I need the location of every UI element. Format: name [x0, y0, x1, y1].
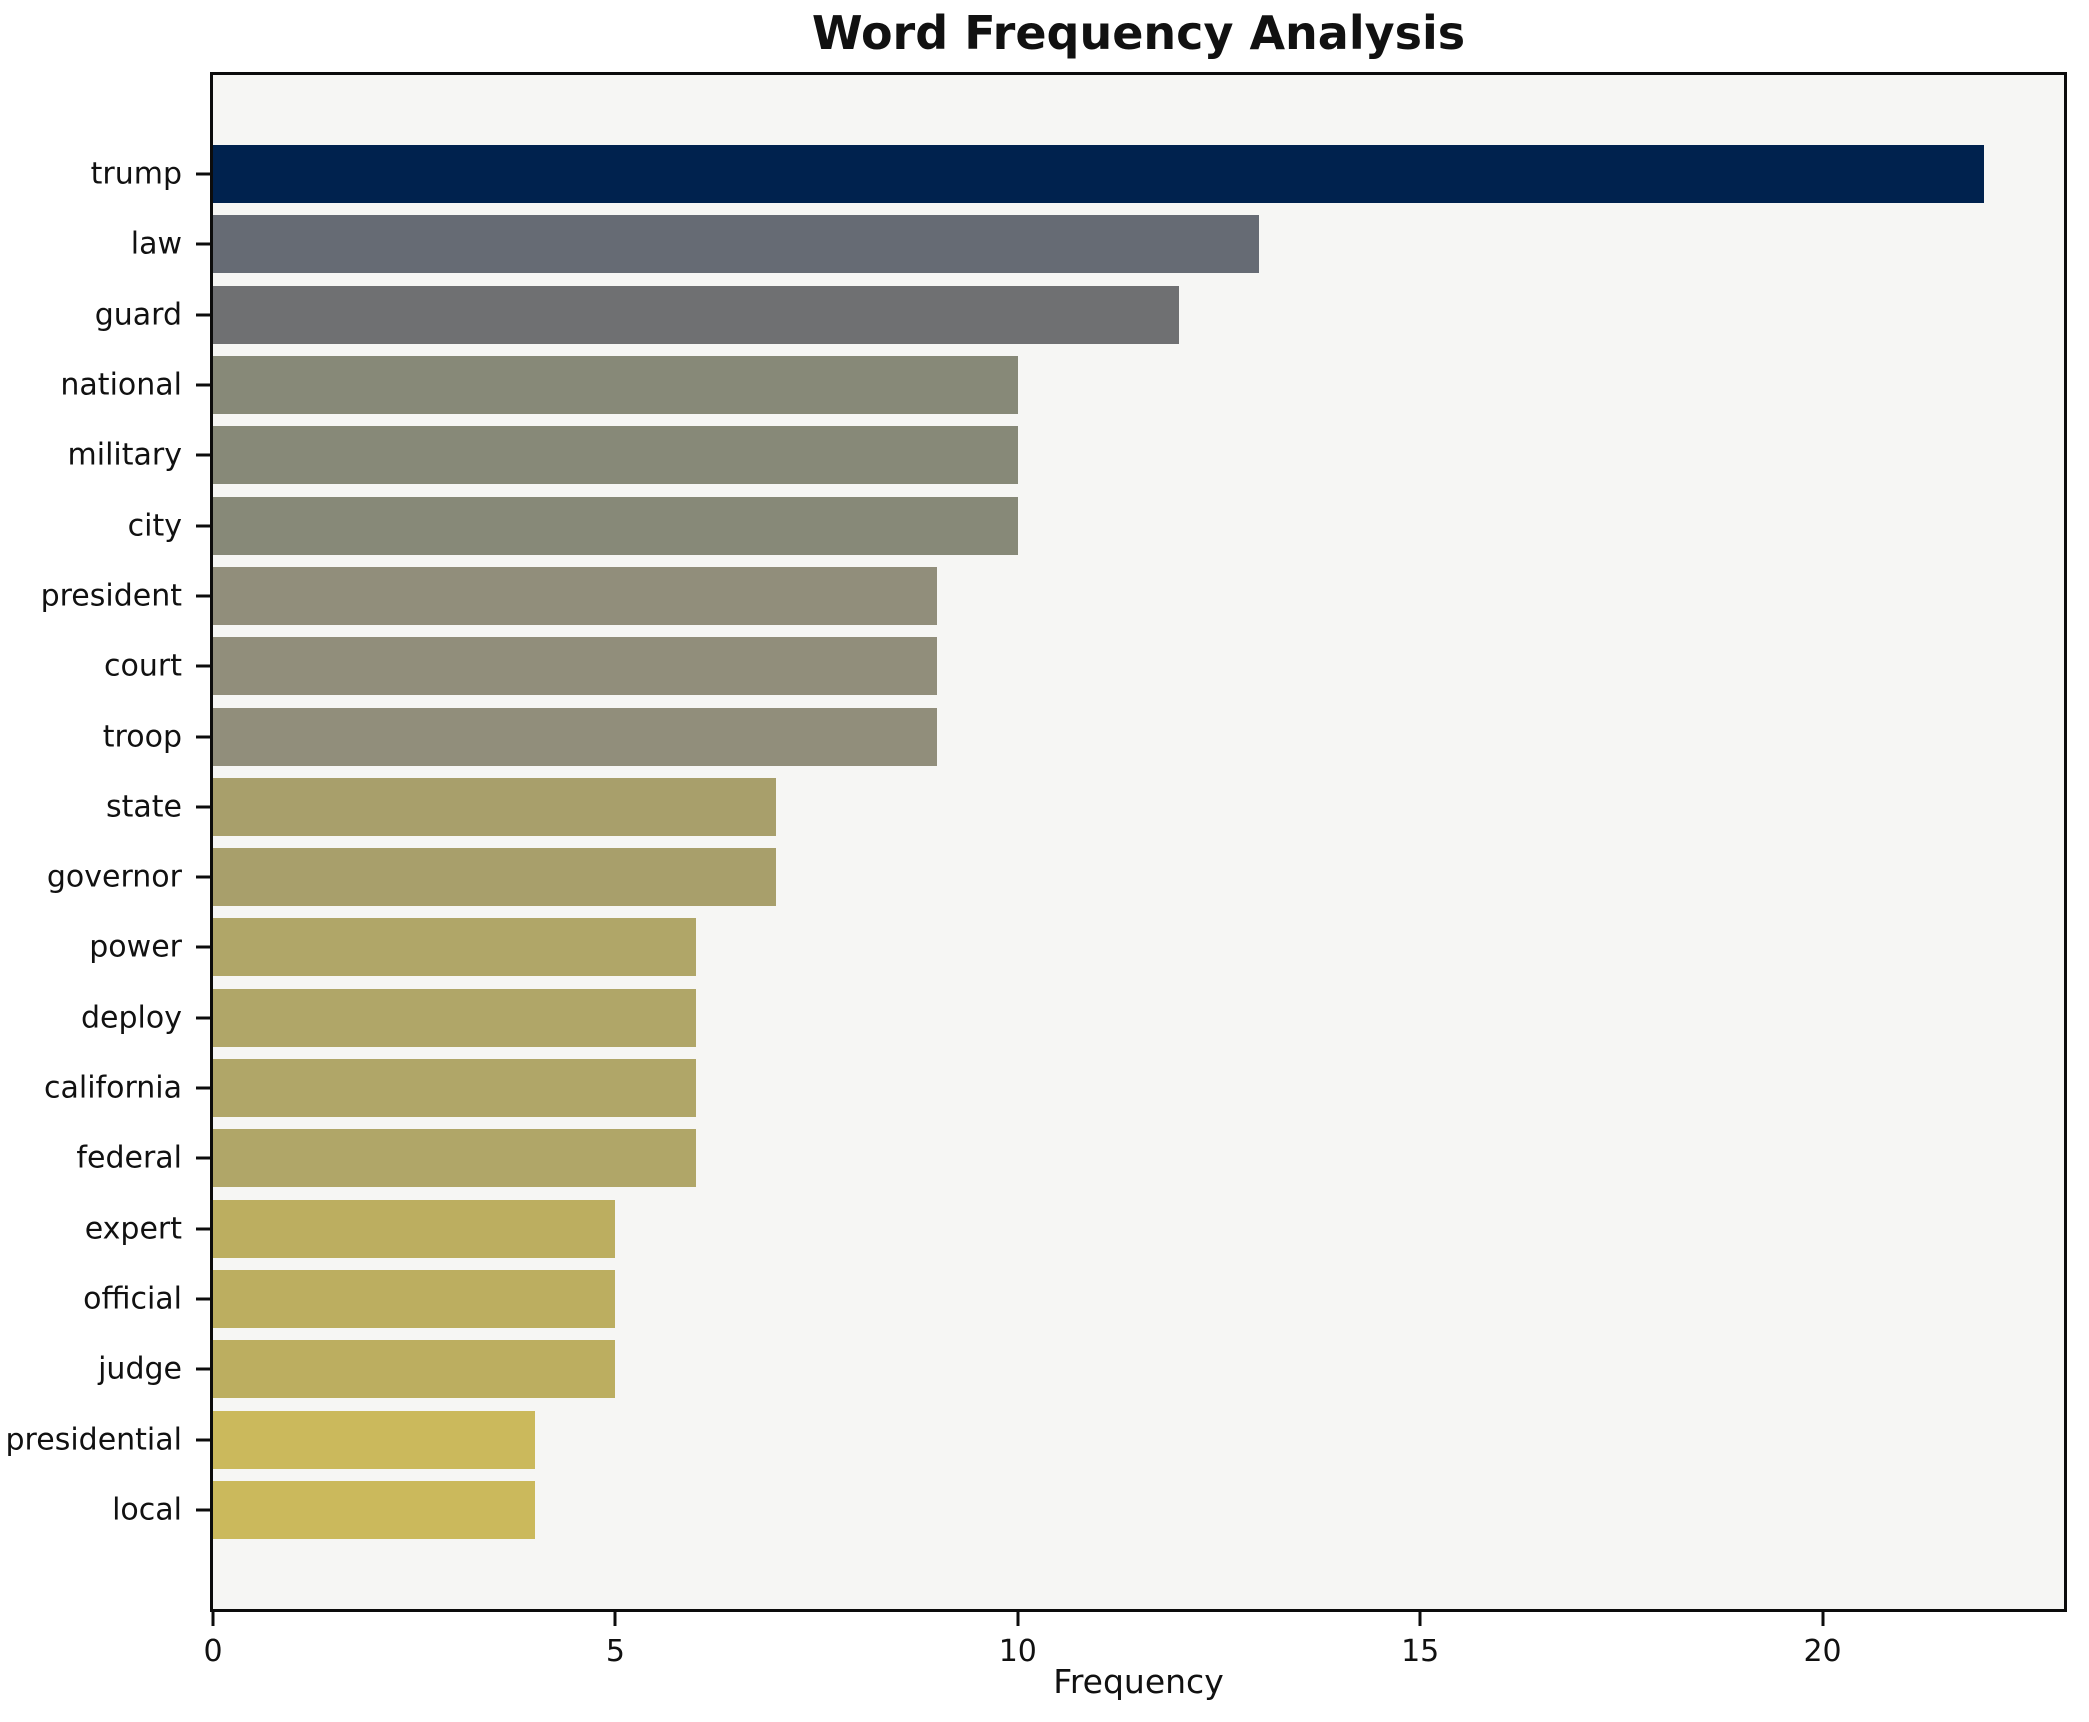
y-tick-label-federal: federal: [76, 1140, 182, 1176]
y-tick-mark: [196, 1297, 210, 1301]
bar-national: [213, 356, 1018, 415]
bar-state: [213, 777, 777, 836]
bar-local: [213, 1480, 535, 1539]
x-tick-label-5: 5: [605, 1634, 625, 1669]
bar-military: [213, 426, 1018, 485]
bar-federal: [213, 1129, 696, 1188]
bar-law: [213, 215, 1260, 274]
x-tick-label-20: 20: [1803, 1634, 1842, 1669]
y-tick-mark: [196, 875, 210, 879]
x-tick-label-10: 10: [998, 1634, 1037, 1669]
y-tick-label-power: power: [89, 929, 182, 965]
bar-deploy: [213, 988, 696, 1047]
bar-california: [213, 1059, 696, 1118]
bars-container: [213, 75, 2064, 1609]
chart-title: Word Frequency Analysis: [811, 6, 1466, 60]
y-tick-label-president: president: [40, 578, 182, 614]
y-tick-mark: [196, 664, 210, 668]
y-tick-label-guard: guard: [94, 297, 182, 333]
x-tick-mark: [1418, 1612, 1422, 1626]
bar-president: [213, 566, 938, 625]
y-tick-label-official: official: [83, 1281, 182, 1317]
y-tick-mark: [196, 524, 210, 528]
y-tick-mark: [196, 945, 210, 949]
bar-presidential: [213, 1410, 535, 1469]
y-tick-mark: [196, 1156, 210, 1160]
bar-trump: [213, 145, 1984, 204]
y-axis: trump law guard national military city preside…: [0, 72, 210, 1612]
y-tick-label-troop: troop: [102, 719, 182, 755]
y-tick-label-city: city: [127, 508, 182, 544]
y-tick-mark: [196, 1367, 210, 1371]
y-tick-label-deploy: deploy: [81, 1000, 182, 1036]
bar-court: [213, 637, 938, 696]
bar-city: [213, 496, 1018, 555]
x-axis-label: Frequency: [1053, 1662, 1224, 1701]
y-tick-mark: [196, 383, 210, 387]
y-tick-label-governor: governor: [46, 859, 182, 895]
y-tick-mark: [196, 1016, 210, 1020]
y-tick-label-california: california: [43, 1070, 182, 1106]
bar-expert: [213, 1199, 616, 1258]
y-tick-label-state: state: [106, 789, 182, 825]
y-tick-mark: [196, 1227, 210, 1231]
bar-guard: [213, 285, 1179, 344]
x-tick-mark: [613, 1612, 617, 1626]
bar-troop: [213, 707, 938, 766]
x-tick-mark: [1016, 1612, 1020, 1626]
plot-area: [210, 72, 2067, 1612]
y-tick-mark: [196, 805, 210, 809]
y-tick-label-local: local: [112, 1492, 182, 1528]
y-tick-mark: [196, 594, 210, 598]
y-tick-mark: [196, 1438, 210, 1442]
y-tick-mark: [196, 735, 210, 739]
y-tick-label-judge: judge: [98, 1351, 182, 1387]
bar-judge: [213, 1340, 616, 1399]
y-tick-mark: [196, 1508, 210, 1512]
x-tick-label-0: 0: [203, 1634, 223, 1669]
y-tick-label-national: national: [60, 367, 182, 403]
x-axis: 0 5 10 15 20: [203, 1612, 2067, 1682]
y-tick-label-presidential: presidential: [5, 1422, 182, 1458]
bar-official: [213, 1269, 616, 1328]
y-tick-mark: [196, 313, 210, 317]
y-tick-label-court: court: [104, 648, 182, 684]
x-tick-mark: [211, 1612, 215, 1626]
y-tick-mark: [196, 453, 210, 457]
x-tick-mark: [1821, 1612, 1825, 1626]
bar-power: [213, 918, 696, 977]
y-tick-label-expert: expert: [84, 1211, 182, 1247]
x-tick-label-15: 15: [1401, 1634, 1440, 1669]
y-tick-label-trump: trump: [90, 156, 182, 192]
bar-governor: [213, 848, 777, 907]
y-tick-mark: [196, 1086, 210, 1090]
y-tick-mark: [196, 242, 210, 246]
y-tick-label-military: military: [67, 437, 182, 473]
y-tick-mark: [196, 172, 210, 176]
y-tick-label-law: law: [130, 226, 182, 262]
